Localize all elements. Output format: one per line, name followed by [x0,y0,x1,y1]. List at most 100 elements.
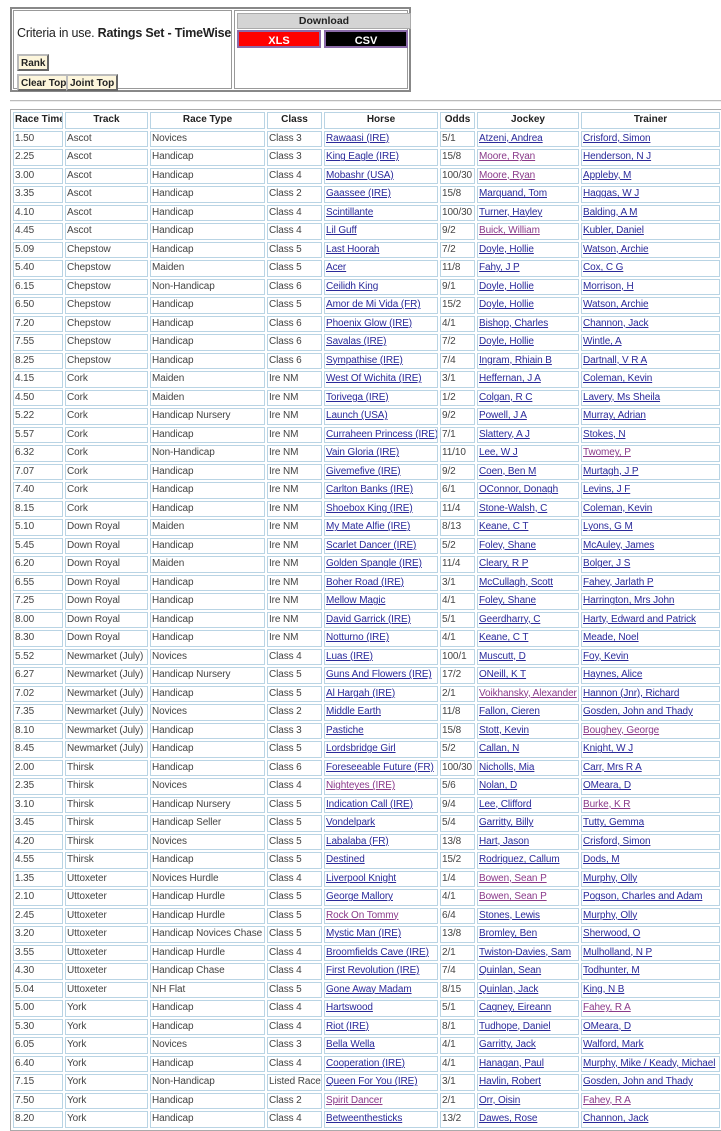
header-odds[interactable]: Odds [440,112,475,129]
horse-link[interactable]: Riot (IRE) [326,1020,369,1032]
trainer-link[interactable]: Carr, Mrs R A [583,761,642,773]
horse-link[interactable]: Mystic Man (IRE) [326,928,402,940]
horse-link[interactable]: Shoebox King (IRE) [326,502,413,514]
horse-link[interactable]: Indication Call (IRE) [326,798,413,810]
horse-link[interactable]: Carlton Banks (IRE) [326,484,414,496]
trainer-link[interactable]: Lavery, Ms Sheila [583,391,661,403]
jockey-link[interactable]: Atzeni, Andrea [479,132,543,144]
horse-link[interactable]: Curraheen Princess (IRE) [326,428,438,440]
trainer-link[interactable]: Watson, Archie [583,299,649,311]
jockey-link[interactable]: Colgan, R C [479,391,533,403]
horse-link[interactable]: King Eagle (IRE) [326,151,399,163]
jockey-link[interactable]: Turner, Hayley [479,206,543,218]
jockey-link[interactable]: Garritty, Jack [479,1039,536,1051]
trainer-link[interactable]: Gosden, John and Thady [583,1076,693,1088]
horse-link[interactable]: Al Hargah (IRE) [326,687,396,699]
xls-download-button[interactable]: XLS [237,30,321,48]
horse-link[interactable]: Spirit Dancer [326,1094,383,1106]
trainer-link[interactable]: Dartnall, V R A [583,354,648,366]
jockey-link[interactable]: Bishop, Charles [479,317,549,329]
trainer-link[interactable]: Murray, Adrian [583,410,646,422]
trainer-link[interactable]: Fahey, Jarlath P [583,576,654,588]
horse-link[interactable]: Destined [326,854,365,866]
horse-link[interactable]: Bella Wella [326,1039,375,1051]
trainer-link[interactable]: Bolger, J S [583,558,631,570]
horse-link[interactable]: Golden Spangle (IRE) [326,558,422,570]
horse-link[interactable]: Cooperation (IRE) [326,1057,405,1069]
horse-link[interactable]: Betweenthesticks [326,1113,403,1125]
horse-link[interactable]: Amor de Mi Vida (FR) [326,299,421,311]
jockey-link[interactable]: Marquand, Tom [479,188,547,200]
jockey-link[interactable]: Heffernan, J A [479,373,541,385]
trainer-link[interactable]: Wintle, A [583,336,622,348]
jockey-link[interactable]: Buick, William [479,225,540,237]
horse-link[interactable]: Vain Gloria (IRE) [326,447,400,459]
horse-link[interactable]: Vondelpark [326,817,376,829]
trainer-link[interactable]: Haynes, Alice [583,669,643,681]
jockey-link[interactable]: Keane, C T [479,632,529,644]
horse-link[interactable]: Nighteyes (IRE) [326,780,396,792]
horse-link[interactable]: Boher Road (IRE) [326,576,404,588]
jockey-link[interactable]: Nicholls, Mia [479,761,535,773]
trainer-link[interactable]: Walford, Mark [583,1039,644,1051]
trainer-link[interactable]: Fahey, R A [583,1094,631,1106]
jockey-link[interactable]: Powell, J A [479,410,527,422]
horse-link[interactable]: Gaassee (IRE) [326,188,391,200]
trainer-link[interactable]: Morrison, H [583,280,634,292]
header-horse[interactable]: Horse [324,112,438,129]
horse-link[interactable]: Launch (USA) [326,410,388,422]
jockey-link[interactable]: Geerdharry, C [479,613,541,625]
jockey-link[interactable]: Slattery, A J [479,428,530,440]
horse-link[interactable]: George Mallory [326,891,393,903]
jockey-link[interactable]: Callan, N [479,743,520,755]
jockey-link[interactable]: Dawes, Rose [479,1113,538,1125]
trainer-link[interactable]: Lyons, G M [583,521,633,533]
jockey-link[interactable]: Foley, Shane [479,539,536,551]
horse-link[interactable]: Torivega (IRE) [326,391,389,403]
trainer-link[interactable]: Crisford, Simon [583,132,651,144]
trainer-link[interactable]: Knight, W J [583,743,634,755]
trainer-link[interactable]: King, N B [583,983,625,995]
horse-link[interactable]: Mobashr (USA) [326,169,394,181]
trainer-link[interactable]: Todhunter, M [583,965,640,977]
header-jockey[interactable]: Jockey [477,112,579,129]
jockey-link[interactable]: McCullagh, Scott [479,576,553,588]
horse-link[interactable]: Pastiche [326,724,364,736]
jockey-link[interactable]: Twiston-Davies, Sam [479,946,572,958]
trainer-link[interactable]: Pogson, Charles and Adam [583,891,703,903]
horse-link[interactable]: Lordsbridge Girl [326,743,396,755]
header-race-time[interactable]: Race Time [13,112,63,129]
trainer-link[interactable]: Channon, Jack [583,1113,649,1125]
jockey-link[interactable]: OConnor, Donagh [479,484,559,496]
horse-link[interactable]: West Of Wichita (IRE) [326,373,422,385]
horse-link[interactable]: Ceilidh King [326,280,379,292]
trainer-link[interactable]: Tutty, Gemma [583,817,645,829]
jockey-link[interactable]: Orr, Oisin [479,1094,521,1106]
jockey-link[interactable]: Quinlan, Jack [479,983,539,995]
horse-link[interactable]: Guns And Flowers (IRE) [326,669,432,681]
trainer-link[interactable]: Cox, C G [583,262,624,274]
trainer-link[interactable]: Hannon (Jnr), Richard [583,687,680,699]
horse-link[interactable]: Savalas (IRE) [326,336,387,348]
jockey-link[interactable]: Hart, Jason [479,835,530,847]
trainer-link[interactable]: OMeara, D [583,780,632,792]
horse-link[interactable]: Labalaba (FR) [326,835,389,847]
jockey-link[interactable]: Keane, C T [479,521,529,533]
horse-link[interactable]: Scintillante [326,206,374,218]
jockey-link[interactable]: Stone-Walsh, C [479,502,548,514]
horse-link[interactable]: First Revolution (IRE) [326,965,420,977]
trainer-link[interactable]: Fahey, R A [583,1002,631,1014]
trainer-link[interactable]: Coleman, Kevin [583,502,653,514]
horse-link[interactable]: Acer [326,262,347,274]
trainer-link[interactable]: Balding, A M [583,206,638,218]
horse-link[interactable]: Notturno (IRE) [326,632,390,644]
horse-link[interactable]: Liverpool Knight [326,872,397,884]
jockey-link[interactable]: Bowen, Sean P [479,872,547,884]
jockey-link[interactable]: Voikhansky, Alexander [479,687,577,699]
horse-link[interactable]: Last Hoorah [326,243,380,255]
jockey-link[interactable]: Moore, Ryan [479,169,536,181]
jockey-link[interactable]: Bromley, Ben [479,928,538,940]
trainer-link[interactable]: Levins, J F [583,484,631,496]
trainer-link[interactable]: Channon, Jack [583,317,649,329]
jockey-link[interactable]: Coen, Ben M [479,465,537,477]
